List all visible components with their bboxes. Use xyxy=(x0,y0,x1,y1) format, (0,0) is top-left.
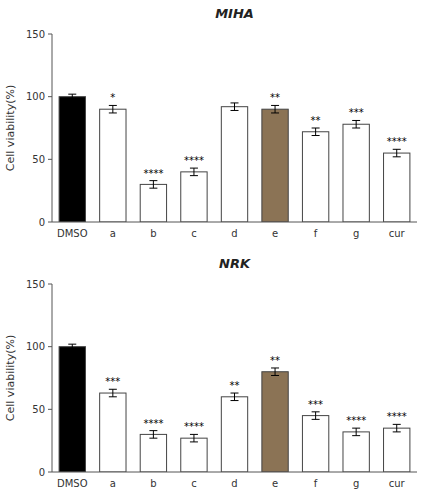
y-tick-label: 100 xyxy=(26,91,45,102)
bar xyxy=(140,434,166,472)
x-tick-label: d xyxy=(231,228,237,239)
bar xyxy=(59,97,85,222)
error-bar xyxy=(393,424,401,432)
significance-label: *** xyxy=(105,376,120,387)
bars xyxy=(59,344,410,472)
bar xyxy=(302,132,328,222)
bar xyxy=(343,432,369,472)
significance-label: **** xyxy=(143,168,163,179)
x-tick-label: e xyxy=(272,478,278,489)
bar xyxy=(221,397,247,472)
significance-label: **** xyxy=(387,136,407,147)
error-bar xyxy=(231,103,239,111)
x-tick-label: c xyxy=(191,478,197,489)
significance-label: ** xyxy=(311,115,321,126)
significance-label: ** xyxy=(230,380,240,391)
chart-title: NRK xyxy=(219,256,251,271)
error-bar xyxy=(312,412,320,420)
chart-title: MIHA xyxy=(215,6,254,21)
y-tick xyxy=(48,346,52,347)
y-tick xyxy=(48,159,52,160)
y-axis-line xyxy=(52,284,53,472)
chart-panel: NRKCell viability(%)050100150***********… xyxy=(4,256,417,489)
error-bar xyxy=(352,428,360,436)
bar xyxy=(262,109,288,222)
error-bar xyxy=(149,431,157,439)
significance-label: **** xyxy=(184,421,204,432)
y-tick-label: 150 xyxy=(26,29,45,40)
y-axis-line xyxy=(52,34,53,222)
y-tick-label: 150 xyxy=(26,279,45,290)
error-bar xyxy=(271,105,279,113)
error-bar xyxy=(352,120,360,128)
y-tick xyxy=(48,472,52,473)
x-tick-label: b xyxy=(150,228,156,239)
x-tick-label: f xyxy=(314,478,318,489)
bars xyxy=(59,94,410,222)
bar xyxy=(140,184,166,222)
error-bar xyxy=(271,368,279,376)
bar xyxy=(181,172,207,222)
significance-label: **** xyxy=(143,418,163,429)
error-bar xyxy=(312,128,320,136)
bar xyxy=(384,153,410,222)
x-tick-label: a xyxy=(110,228,116,239)
error-bar xyxy=(393,149,401,157)
y-tick-label: 50 xyxy=(32,404,45,415)
x-tick-label: cur xyxy=(389,478,406,489)
significance-label: **** xyxy=(346,415,366,426)
error-bar xyxy=(231,393,239,401)
x-tick-label: e xyxy=(272,228,278,239)
x-axis-line xyxy=(52,222,417,223)
error-bar xyxy=(68,94,76,99)
significance-label: **** xyxy=(184,155,204,166)
significance-label: *** xyxy=(349,107,364,118)
significance-label: * xyxy=(110,92,115,103)
error-bar xyxy=(109,389,117,397)
y-tick xyxy=(48,96,52,97)
y-axis-label: Cell viability(%) xyxy=(4,85,17,171)
significance-label: *** xyxy=(308,399,323,410)
y-tick-label: 0 xyxy=(39,467,45,478)
y-tick-label: 100 xyxy=(26,341,45,352)
bar xyxy=(302,416,328,472)
bar xyxy=(343,124,369,222)
significance-label: ** xyxy=(270,92,280,103)
x-tick-label: g xyxy=(353,228,359,239)
bar xyxy=(384,428,410,472)
bar xyxy=(100,109,126,222)
chart-panel: MIHACell viability(%)050100150**********… xyxy=(4,6,417,239)
x-tick-label: b xyxy=(150,478,156,489)
x-tick-label: d xyxy=(231,478,237,489)
error-bar xyxy=(68,344,76,349)
bar xyxy=(59,347,85,472)
x-tick-label: c xyxy=(191,228,197,239)
x-tick-label: DMSO xyxy=(57,478,88,489)
error-bar xyxy=(109,105,117,113)
y-axis-label: Cell viability(%) xyxy=(4,335,17,421)
y-tick xyxy=(48,34,52,35)
error-bar xyxy=(190,434,198,442)
x-axis-line xyxy=(52,472,417,473)
x-tick-label: f xyxy=(314,228,318,239)
y-tick-label: 50 xyxy=(32,154,45,165)
significance-label: ** xyxy=(270,355,280,366)
bar xyxy=(262,372,288,472)
y-tick xyxy=(48,222,52,223)
bar xyxy=(100,393,126,472)
y-tick xyxy=(48,409,52,410)
figure: MIHACell viability(%)050100150**********… xyxy=(0,0,429,500)
error-bar xyxy=(190,168,198,176)
bar xyxy=(221,107,247,222)
x-tick-label: DMSO xyxy=(57,228,88,239)
y-tick xyxy=(48,284,52,285)
x-tick-label: cur xyxy=(389,228,406,239)
y-tick-label: 0 xyxy=(39,217,45,228)
bar xyxy=(181,438,207,472)
error-bar xyxy=(149,181,157,189)
x-tick-label: g xyxy=(353,478,359,489)
x-tick-label: a xyxy=(110,478,116,489)
significance-label: **** xyxy=(387,411,407,422)
